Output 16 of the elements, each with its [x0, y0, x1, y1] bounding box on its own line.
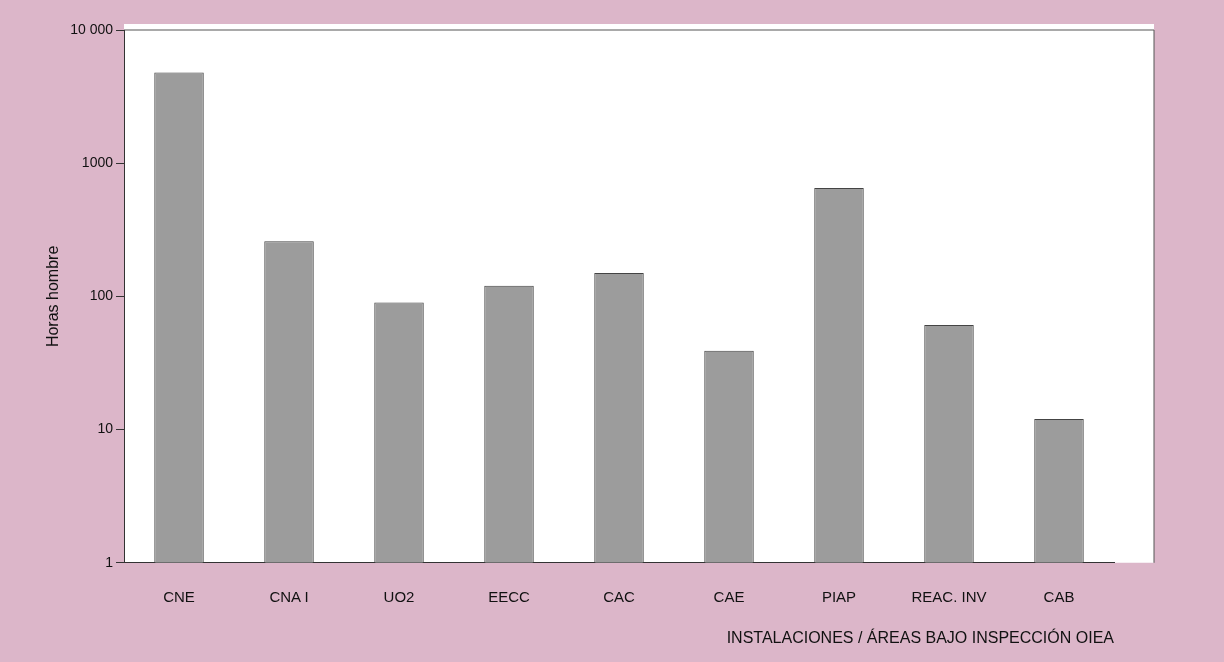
y-tick-label: 1 — [105, 553, 114, 570]
y-tick-label: 1000 — [81, 154, 114, 171]
x-tick-label: PIAP — [821, 587, 857, 605]
x-tick-label: UO2 — [383, 587, 415, 605]
x-tick-label: CNA I — [269, 587, 309, 605]
x-tick-label: EECC — [488, 587, 531, 605]
y-axis-title: Horas hombre — [44, 245, 62, 348]
x-tick-label: REAC. INV — [911, 587, 987, 605]
y-tick-label: 100 — [89, 287, 114, 304]
y-tick-label: 10 — [97, 420, 114, 437]
x-tick-label: CAB — [1043, 587, 1075, 605]
x-axis-title: INSTALACIONES / ÁREAS BAJO INSPECCIÓN OIEA — [726, 627, 1115, 646]
x-tick-label: CNE — [163, 587, 195, 605]
x-tick-label: CAE — [713, 587, 745, 605]
y-tick-label: 10 000 — [70, 20, 114, 37]
x-tick-label: CAC — [603, 587, 636, 605]
